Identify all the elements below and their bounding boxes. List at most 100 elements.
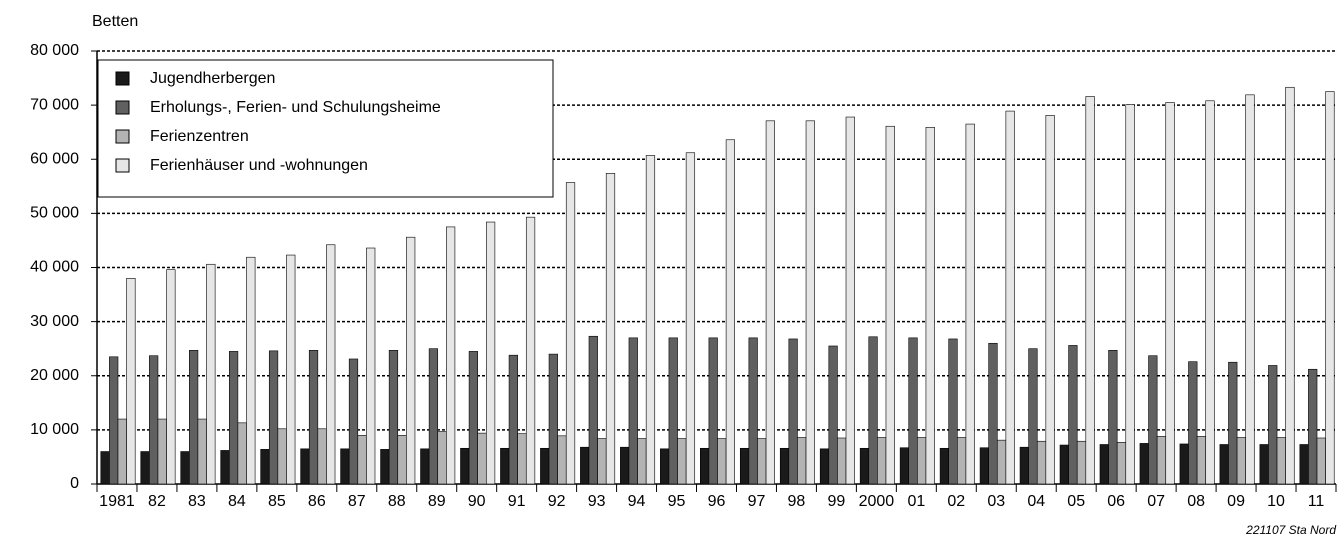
bar: [645, 155, 656, 485]
bar: [1125, 104, 1135, 485]
bar: [597, 438, 607, 485]
legend-swatch: [115, 71, 130, 86]
bar: [460, 447, 470, 485]
x-tick-label: 89: [428, 493, 446, 510]
bar: [708, 337, 718, 485]
x-tick-label: 93: [588, 493, 606, 510]
x-tick-label: 90: [468, 493, 486, 510]
bar: [366, 247, 376, 485]
bar: [1099, 444, 1109, 485]
y-axis-label: Betten: [92, 13, 138, 30]
bar: [925, 127, 935, 485]
bar: [1085, 96, 1095, 485]
bar: [1148, 355, 1158, 485]
bar: [357, 434, 367, 485]
bar: [317, 428, 327, 485]
bar: [1268, 365, 1278, 485]
bar: [197, 418, 207, 485]
bar: [228, 351, 239, 485]
bar: [1188, 361, 1198, 485]
bar: [1059, 444, 1069, 485]
x-tick-label: 82: [148, 493, 166, 510]
bar: [988, 342, 998, 485]
legend-label: Jugendherbergen: [150, 70, 275, 87]
bar: [268, 350, 279, 485]
bar: [605, 173, 616, 485]
bar: [166, 269, 176, 485]
bar: [828, 345, 838, 485]
x-tick-label: 02: [947, 493, 965, 510]
bar: [859, 447, 870, 485]
bar: [819, 448, 830, 485]
bar: [380, 449, 390, 485]
bar: [845, 116, 855, 485]
x-tick-label: 88: [388, 493, 406, 510]
legend-box: [97, 59, 554, 198]
bar: [1108, 350, 1118, 485]
x-tick-label: 91: [508, 493, 526, 510]
x-tick-label: 99: [828, 493, 846, 510]
bar: [1308, 368, 1318, 485]
x-tick-label: 95: [668, 493, 686, 510]
bar: [126, 278, 136, 485]
bar: [517, 433, 527, 485]
bar: [1156, 436, 1167, 485]
bar: [220, 450, 230, 485]
bar: [109, 356, 119, 485]
bar: [1205, 100, 1215, 485]
bar: [508, 354, 518, 485]
bar: [668, 337, 678, 485]
bar: [1276, 437, 1286, 485]
bar: [326, 244, 336, 485]
bar: [717, 438, 727, 485]
bar: [1028, 348, 1038, 485]
legend-label: Ferienzentren: [150, 128, 249, 145]
bar: [939, 447, 950, 485]
bar: [1019, 446, 1029, 485]
y-tick-label: 0: [70, 475, 79, 492]
bar: [1245, 94, 1255, 485]
bar: [468, 351, 478, 485]
bar: [620, 446, 630, 485]
x-tick-label: 10: [1267, 493, 1285, 510]
x-tick-label: 84: [228, 493, 246, 510]
bar: [340, 448, 350, 485]
bar: [580, 446, 590, 485]
x-tick-label: 08: [1187, 493, 1205, 510]
bar: [286, 254, 296, 485]
bar: [1236, 437, 1246, 485]
bar: [765, 120, 775, 485]
bar: [788, 338, 798, 485]
bar: [725, 139, 735, 485]
bar: [100, 451, 110, 485]
bar: [1325, 91, 1335, 485]
bar: [917, 437, 927, 485]
bar: [149, 355, 159, 485]
bar: [797, 437, 807, 485]
x-tick-label: 96: [708, 493, 726, 510]
y-tick-label: 40 000: [30, 259, 79, 276]
bar: [699, 447, 710, 485]
bar: [628, 337, 638, 485]
x-tick-label: 03: [987, 493, 1005, 510]
bar: [420, 448, 430, 485]
bar: [660, 448, 670, 485]
bar: [996, 439, 1007, 485]
bar: [1316, 437, 1326, 485]
x-tick-label: 11: [1308, 493, 1325, 510]
bar: [757, 438, 767, 485]
bar: [1068, 345, 1078, 485]
source-note: 221107 Sta Nord: [1245, 523, 1336, 537]
bar: [189, 350, 199, 485]
bar: [348, 358, 359, 485]
x-tick-label: 07: [1147, 493, 1165, 510]
x-tick-label: 87: [348, 493, 366, 510]
legend-label: Erholungs-, Ferien- und Schulungsheime: [150, 99, 441, 116]
x-tick-label: 94: [628, 493, 646, 510]
x-tick-label: 2000: [859, 493, 895, 510]
bar: [1179, 443, 1189, 485]
bar: [677, 438, 687, 485]
x-tick-label: 86: [308, 493, 326, 510]
bar: [140, 451, 150, 485]
bar: [117, 418, 127, 485]
